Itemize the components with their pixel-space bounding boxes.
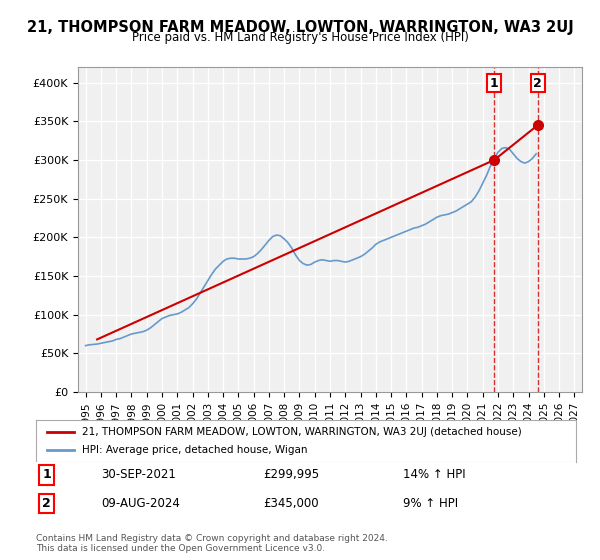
Text: 09-AUG-2024: 09-AUG-2024 <box>101 497 179 510</box>
Text: Contains HM Land Registry data © Crown copyright and database right 2024.
This d: Contains HM Land Registry data © Crown c… <box>36 534 388 553</box>
Text: 1: 1 <box>490 77 499 90</box>
Text: 1: 1 <box>43 468 51 482</box>
Text: 9% ↑ HPI: 9% ↑ HPI <box>403 497 458 510</box>
Text: 21, THOMPSON FARM MEADOW, LOWTON, WARRINGTON, WA3 2UJ: 21, THOMPSON FARM MEADOW, LOWTON, WARRIN… <box>26 20 574 35</box>
Text: 2: 2 <box>43 497 51 510</box>
Text: 30-SEP-2021: 30-SEP-2021 <box>101 468 176 482</box>
Text: 21, THOMPSON FARM MEADOW, LOWTON, WARRINGTON, WA3 2UJ (detached house): 21, THOMPSON FARM MEADOW, LOWTON, WARRIN… <box>82 427 521 437</box>
Text: 2: 2 <box>533 77 542 90</box>
Text: Price paid vs. HM Land Registry's House Price Index (HPI): Price paid vs. HM Land Registry's House … <box>131 31 469 44</box>
Text: HPI: Average price, detached house, Wigan: HPI: Average price, detached house, Wiga… <box>82 445 307 455</box>
Text: £345,000: £345,000 <box>263 497 319 510</box>
Text: £299,995: £299,995 <box>263 468 319 482</box>
Text: 14% ↑ HPI: 14% ↑ HPI <box>403 468 466 482</box>
